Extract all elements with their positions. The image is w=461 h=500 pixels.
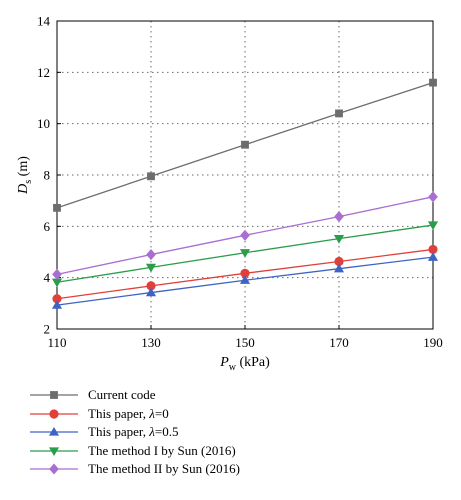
- series-layer: [51, 78, 439, 309]
- data-point: [52, 268, 62, 280]
- legend-swatch-marker: [48, 427, 60, 436]
- data-point: [145, 287, 157, 297]
- legend-label: This paper, λ=0: [88, 405, 169, 421]
- series-3: [51, 252, 439, 309]
- data-point: [145, 263, 157, 273]
- legend-swatch: [30, 409, 78, 419]
- y-tick-label: 4: [44, 270, 51, 285]
- data-point: [427, 221, 439, 231]
- grid: [57, 21, 433, 329]
- y-axis-label-sub: s: [23, 180, 34, 184]
- data-point: [333, 263, 345, 273]
- series-2: [52, 244, 438, 304]
- y-axis-label-main: D: [16, 184, 31, 195]
- data-point: [240, 229, 250, 241]
- legend: Current code This paper, λ=0 This paper,…: [28, 386, 328, 479]
- legend-item-sun-method-2: The method II by Sun (2016): [28, 460, 328, 479]
- x-tick-label: 170: [329, 335, 349, 350]
- data-point: [333, 234, 345, 244]
- legend-item-current-code: Current code: [28, 386, 328, 405]
- data-point: [334, 256, 344, 267]
- y-tick-label: 10: [37, 116, 50, 131]
- axis-ticks: 110 130 150 170 190 2 4 6 8 10 12 14: [37, 14, 443, 351]
- x-tick-label: 110: [47, 335, 66, 350]
- data-point: [240, 268, 250, 278]
- legend-item-this-paper-lambda-0-5: This paper, λ=0.5: [28, 423, 328, 442]
- data-point: [241, 140, 249, 149]
- data-point: [146, 249, 156, 261]
- legend-swatch: [30, 447, 78, 456]
- legend-swatch-marker: [49, 463, 59, 475]
- y-tick-label: 6: [44, 219, 51, 234]
- chart: 110 130 150 170 190 2 4 6 8 10 12 14 Pw (kPa) Ds (m…: [16, 14, 443, 374]
- x-tick-label: 150: [235, 335, 255, 350]
- x-axis-label-main: P: [219, 355, 229, 370]
- data-point: [427, 252, 439, 261]
- y-tick-label: 2: [44, 322, 51, 337]
- y-tick-label: 14: [37, 14, 51, 29]
- data-point: [147, 172, 155, 181]
- legend-label: The method I by Sun (2016): [88, 442, 236, 458]
- series-1: [53, 78, 437, 212]
- data-point: [428, 191, 438, 203]
- data-point: [53, 203, 61, 212]
- x-axis-label-unit: (kPa): [236, 355, 270, 370]
- legend-swatch-marker: [49, 409, 59, 419]
- legend-item-sun-method-1: The method I by Sun (2016): [28, 442, 328, 461]
- data-point: [239, 249, 251, 258]
- legend-label: This paper, λ=0.5: [88, 424, 179, 440]
- data-point: [335, 109, 343, 118]
- legend-swatch: [30, 463, 78, 475]
- x-axis-label: Pw (kPa): [219, 355, 270, 373]
- legend-swatch-marker: [48, 447, 60, 456]
- y-axis-label-unit: (m): [16, 156, 31, 180]
- legend-swatch-marker: [50, 391, 58, 400]
- x-tick-label: 130: [141, 335, 161, 350]
- series-4: [51, 221, 439, 288]
- data-point: [146, 281, 156, 291]
- data-point: [429, 78, 437, 87]
- data-point: [428, 244, 438, 255]
- x-axis-label-sub: w: [229, 362, 237, 373]
- x-tick-label: 190: [423, 335, 443, 350]
- legend-label: Current code: [88, 387, 156, 403]
- legend-swatch: [30, 427, 78, 436]
- y-tick-label: 8: [44, 168, 51, 183]
- y-axis-label: Ds (m): [16, 156, 34, 195]
- data-point: [51, 278, 63, 288]
- data-point: [51, 300, 63, 309]
- data-point: [52, 294, 62, 304]
- y-tick-label: 12: [37, 65, 50, 80]
- data-point: [334, 211, 344, 223]
- legend-item-this-paper-lambda-0: This paper, λ=0: [28, 405, 328, 424]
- data-point: [239, 275, 251, 284]
- legend-label: The method II by Sun (2016): [88, 461, 241, 477]
- series-5: [52, 191, 438, 280]
- legend-swatch: [30, 391, 78, 400]
